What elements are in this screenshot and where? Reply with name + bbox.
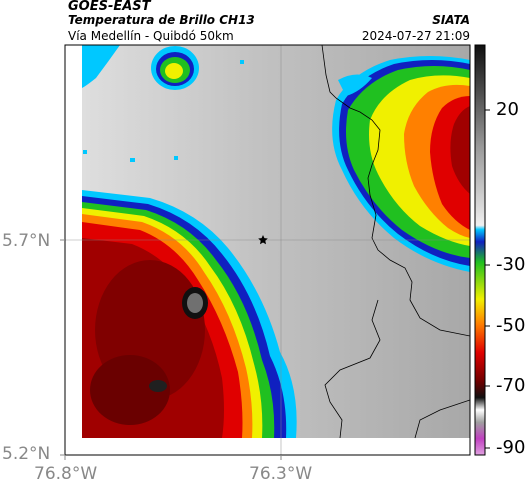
lon-label-1: 76.8°W	[34, 464, 98, 484]
colorbar-label-20: 20	[496, 99, 519, 120]
cold-fringe-top-left	[82, 45, 120, 88]
colorbar-label-minus70: -70	[496, 375, 526, 396]
colorbar	[474, 44, 486, 456]
star-icon	[258, 235, 268, 245]
organization-label: SIATA	[432, 13, 470, 27]
colorbar-label-minus30: -30	[496, 254, 526, 275]
lat-label-1: 5.7°N	[2, 231, 51, 251]
colorbar-label-minus50: -50	[496, 315, 526, 336]
colorbar-label-minus90: -90	[496, 437, 526, 458]
small-convective-cell	[151, 46, 199, 90]
boundary-line-1	[321, 45, 470, 337]
region-label: Vía Medellín - Quibdó 50km	[68, 29, 234, 43]
map-area	[65, 45, 470, 455]
timestamp-label: 2024-07-27 21:09	[361, 29, 470, 43]
lat-label-2: 5.2°N	[2, 444, 51, 464]
scattered-cold-pixels	[83, 60, 244, 162]
satellite-source: GOES-EAST	[68, 0, 151, 14]
lon-label-2: 76.3°W	[249, 464, 313, 484]
southwest-convective-system	[82, 190, 297, 438]
northeast-convective-system	[332, 56, 470, 272]
map-frame	[64, 44, 471, 456]
boundary-line-2	[324, 299, 381, 439]
boundary-line-3	[414, 399, 470, 439]
product-title: Temperatura de Brillo CH13	[68, 13, 255, 27]
